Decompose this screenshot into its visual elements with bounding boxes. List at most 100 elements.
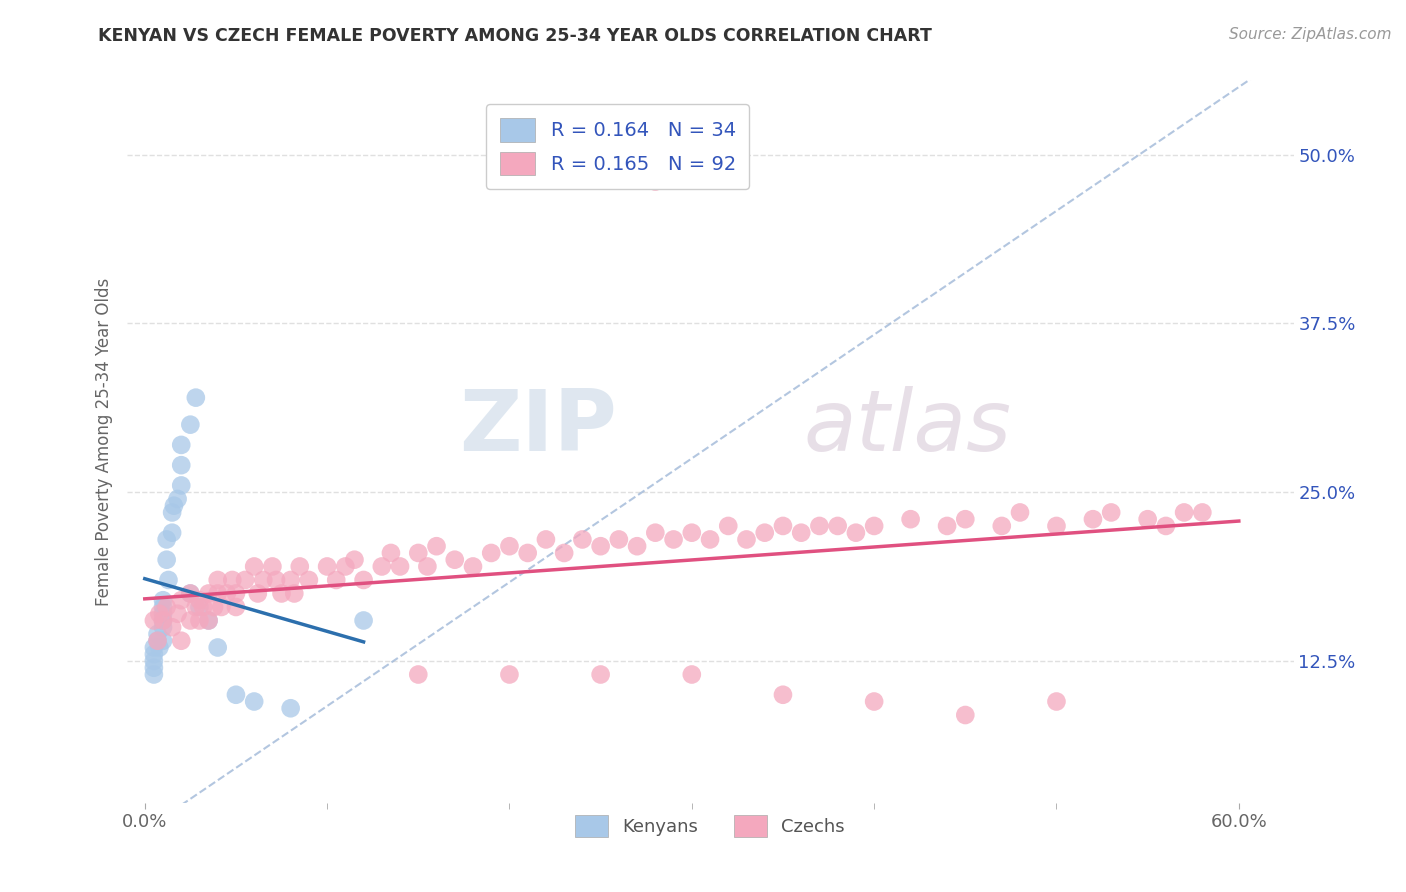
Point (152, 614, 174, 628)
Point (1136, 512, 1159, 526)
Point (408, 546, 430, 560)
Point (325, 573, 347, 587)
Point (1173, 505, 1195, 519)
Point (371, 559, 394, 574)
Point (443, 552, 465, 566)
Point (589, 667, 612, 681)
Point (389, 559, 412, 574)
Point (207, 640, 229, 655)
Point (461, 559, 484, 574)
Point (166, 607, 188, 621)
Point (246, 586, 269, 600)
Point (188, 614, 211, 628)
Point (283, 586, 305, 600)
Point (148, 607, 170, 621)
Point (225, 586, 247, 600)
Point (142, 661, 165, 675)
Point (170, 633, 193, 648)
Point (170, 438, 193, 452)
Point (179, 417, 201, 432)
Point (955, 512, 977, 526)
Point (163, 499, 186, 513)
Point (142, 640, 165, 655)
Point (353, 614, 375, 628)
Point (955, 708, 977, 723)
Point (1008, 505, 1031, 519)
Point (754, 525, 776, 540)
Point (233, 573, 256, 587)
Point (179, 614, 201, 628)
Point (157, 573, 180, 587)
Point (772, 519, 794, 533)
Text: KENYAN VS CZECH FEMALE POVERTY AMONG 25-34 YEAR OLDS CORRELATION CHART: KENYAN VS CZECH FEMALE POVERTY AMONG 25-… (98, 27, 932, 45)
Point (316, 559, 339, 574)
Y-axis label: Female Poverty Among 25-34 Year Olds: Female Poverty Among 25-34 Year Olds (94, 277, 112, 606)
Point (990, 519, 1012, 533)
Point (152, 614, 174, 628)
Point (264, 573, 287, 587)
Point (215, 586, 238, 600)
Point (1081, 512, 1104, 526)
Point (1045, 519, 1067, 533)
Point (288, 559, 311, 574)
Point (142, 667, 165, 681)
Point (1045, 694, 1067, 708)
Point (197, 586, 219, 600)
Point (498, 667, 520, 681)
Point (152, 620, 174, 634)
Point (380, 546, 402, 560)
Point (408, 667, 430, 681)
Point (479, 546, 502, 560)
Point (498, 539, 520, 553)
Point (160, 525, 183, 540)
Point (166, 491, 188, 506)
Point (170, 478, 193, 492)
Point (197, 614, 219, 628)
Point (156, 599, 179, 614)
Point (184, 599, 207, 614)
Point (607, 533, 630, 547)
Point (416, 559, 439, 574)
Point (343, 552, 366, 566)
Point (1154, 519, 1177, 533)
Point (207, 573, 229, 587)
Point (298, 573, 321, 587)
Point (845, 525, 868, 540)
Point (262, 559, 284, 574)
Point (280, 701, 302, 715)
Point (353, 573, 375, 587)
Point (170, 593, 193, 607)
Point (202, 599, 225, 614)
Point (280, 573, 302, 587)
Point (808, 519, 831, 533)
Point (772, 688, 794, 702)
Text: ZIP: ZIP (458, 385, 617, 468)
Point (184, 391, 207, 405)
Point (146, 633, 169, 648)
Point (221, 573, 243, 587)
Point (146, 627, 169, 641)
Point (160, 505, 183, 519)
Point (425, 539, 447, 553)
Point (644, 175, 666, 189)
Point (1191, 505, 1213, 519)
Point (148, 640, 170, 655)
Point (191, 599, 214, 614)
Point (335, 559, 357, 574)
Point (179, 586, 201, 600)
Point (717, 519, 740, 533)
Point (179, 586, 201, 600)
Point (900, 512, 922, 526)
Point (790, 525, 813, 540)
Point (142, 614, 165, 628)
Point (252, 573, 274, 587)
Point (197, 614, 219, 628)
Point (225, 688, 247, 702)
Point (225, 599, 247, 614)
Point (243, 559, 266, 574)
Point (735, 533, 758, 547)
Point (534, 533, 557, 547)
Point (152, 607, 174, 621)
Point (156, 533, 179, 547)
Legend: Kenyans, Czechs: Kenyans, Czechs (568, 808, 852, 845)
